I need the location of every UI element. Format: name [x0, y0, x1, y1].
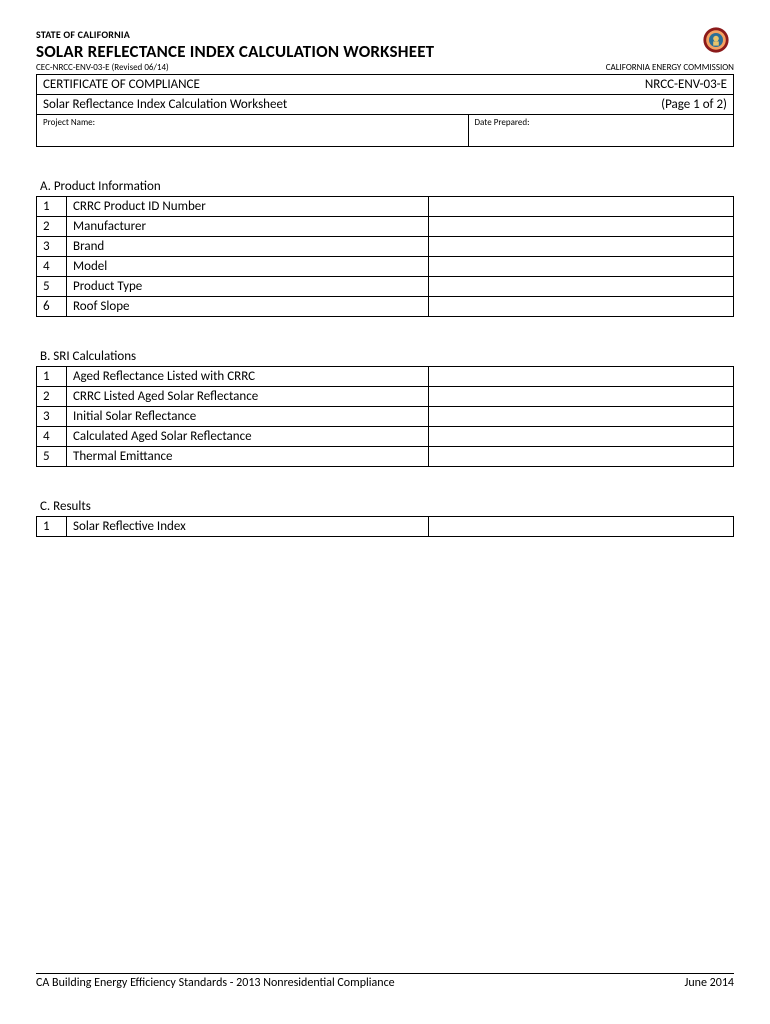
form-table: 1CRRC Product ID Number2Manufacturer3Bra…: [36, 196, 734, 317]
date-prepared-label: Date Prepared:: [469, 115, 733, 146]
row-label: Aged Reflectance Listed with CRRC: [67, 367, 429, 387]
row-label: Solar Reflective Index: [67, 517, 429, 537]
row-value[interactable]: [429, 237, 734, 257]
row-label: CRRC Listed Aged Solar Reflectance: [67, 387, 429, 407]
form-table: 1Solar Reflective Index: [36, 516, 734, 537]
row-number: 1: [37, 197, 67, 217]
row-value[interactable]: [429, 407, 734, 427]
row-label: Manufacturer: [67, 217, 429, 237]
row-number: 3: [37, 407, 67, 427]
state-line: STATE OF CALIFORNIA: [36, 28, 734, 41]
table-row: 4Model: [37, 257, 734, 277]
doc-title: SOLAR REFLECTANCE INDEX CALCULATION WORK…: [36, 41, 734, 62]
worksheet-title: Solar Reflectance Index Calculation Work…: [43, 97, 287, 112]
row-value[interactable]: [429, 197, 734, 217]
table-row: 5Thermal Emittance: [37, 447, 734, 467]
row-number: 2: [37, 387, 67, 407]
row-label: CRRC Product ID Number: [67, 197, 429, 217]
table-row: 3Initial Solar Reflectance: [37, 407, 734, 427]
footer-left: CA Building Energy Efficiency Standards …: [36, 976, 395, 990]
row-value[interactable]: [429, 517, 734, 537]
row-number: 6: [37, 297, 67, 317]
row-label: Product Type: [67, 277, 429, 297]
cert-title: CERTIFICATE OF COMPLIANCE: [43, 77, 200, 92]
table-row: 5Product Type: [37, 277, 734, 297]
table-row: 2CRRC Listed Aged Solar Reflectance: [37, 387, 734, 407]
row-label: Model: [67, 257, 429, 277]
table-row: 1Aged Reflectance Listed with CRRC: [37, 367, 734, 387]
table-row: 1Solar Reflective Index: [37, 517, 734, 537]
row-label: Thermal Emittance: [67, 447, 429, 467]
row-number: 5: [37, 277, 67, 297]
row-number: 4: [37, 427, 67, 447]
project-name-label: Project Name:: [37, 115, 469, 146]
section: C. Results1Solar Reflective Index: [36, 499, 734, 537]
section-title: A. Product Information: [36, 179, 734, 196]
form-code: CEC-NRCC-ENV-03-E (Revised 06/14): [36, 62, 169, 73]
form-table: 1Aged Reflectance Listed with CRRC2CRRC …: [36, 366, 734, 467]
row-value[interactable]: [429, 257, 734, 277]
section-title: B. SRI Calculations: [36, 349, 734, 366]
row-number: 1: [37, 517, 67, 537]
row-label: Calculated Aged Solar Reflectance: [67, 427, 429, 447]
table-row: 6Roof Slope: [37, 297, 734, 317]
row-number: 4: [37, 257, 67, 277]
header-block: STATE OF CALIFORNIA SOLAR REFLECTANCE IN…: [36, 28, 734, 75]
certificate-box: CERTIFICATE OF COMPLIANCE NRCC-ENV-03-E …: [36, 75, 734, 147]
cert-code: NRCC-ENV-03-E: [645, 77, 727, 92]
row-number: 1: [37, 367, 67, 387]
section: A. Product Information1CRRC Product ID N…: [36, 179, 734, 317]
row-value[interactable]: [429, 277, 734, 297]
row-number: 3: [37, 237, 67, 257]
commission-name: CALIFORNIA ENERGY COMMISSION: [606, 62, 734, 73]
page-indicator: (Page 1 of 2): [661, 97, 727, 112]
row-value[interactable]: [429, 217, 734, 237]
section-title: C. Results: [36, 499, 734, 516]
row-value[interactable]: [429, 367, 734, 387]
row-label: Initial Solar Reflectance: [67, 407, 429, 427]
state-seal-icon: [702, 26, 730, 54]
row-value[interactable]: [429, 427, 734, 447]
table-row: 4Calculated Aged Solar Reflectance: [37, 427, 734, 447]
row-label: Brand: [67, 237, 429, 257]
footer-right: June 2014: [685, 976, 734, 990]
section: B. SRI Calculations1Aged Reflectance Lis…: [36, 349, 734, 467]
row-value[interactable]: [429, 387, 734, 407]
row-number: 2: [37, 217, 67, 237]
row-value[interactable]: [429, 297, 734, 317]
table-row: 2Manufacturer: [37, 217, 734, 237]
table-row: 3Brand: [37, 237, 734, 257]
row-label: Roof Slope: [67, 297, 429, 317]
row-number: 5: [37, 447, 67, 467]
table-row: 1CRRC Product ID Number: [37, 197, 734, 217]
page-footer: CA Building Energy Efficiency Standards …: [36, 973, 734, 990]
row-value[interactable]: [429, 447, 734, 467]
